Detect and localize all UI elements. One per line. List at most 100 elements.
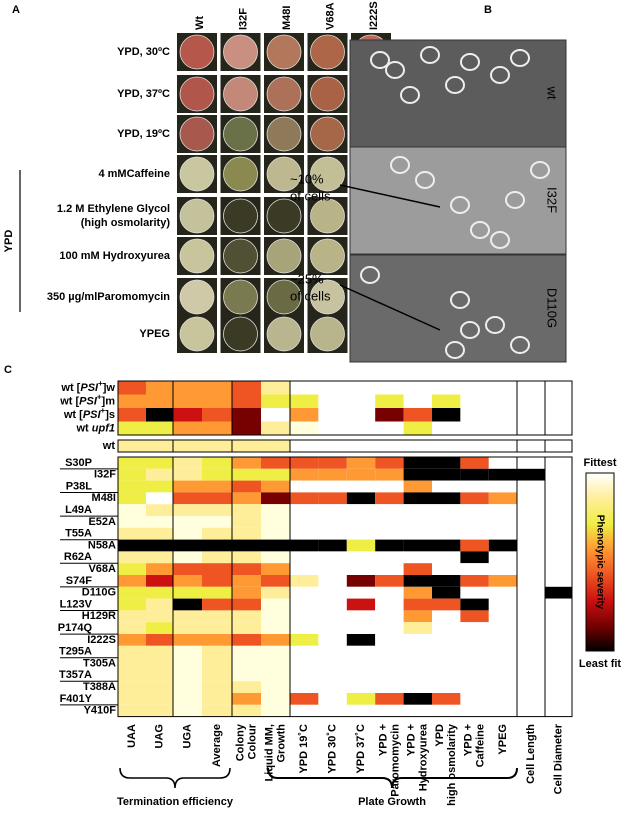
heat-cell (290, 634, 319, 646)
heat-cell (488, 468, 517, 481)
heat-cell (173, 527, 202, 540)
heat-cell (290, 657, 319, 670)
heat-cell (118, 575, 146, 587)
heat-cell (488, 634, 517, 646)
row-label: V68A (88, 563, 116, 575)
panel-letter: A (12, 4, 20, 16)
heat-cell (403, 504, 432, 516)
heat-cell (346, 539, 376, 552)
heat-cell (517, 468, 545, 481)
heat-cell (545, 634, 572, 646)
heat-cell (202, 480, 232, 493)
heat-cell (146, 492, 173, 505)
heat-cell (318, 657, 347, 670)
heat-cell (375, 704, 404, 717)
heat-cell (146, 457, 173, 469)
heat-cell (290, 681, 319, 693)
heat-cell (261, 394, 290, 408)
heat-cell (318, 563, 347, 575)
heat-cell (173, 394, 202, 408)
condition-label: YPD, 19ºC (117, 128, 170, 140)
label-part: PSI (83, 409, 102, 421)
heat-cell (375, 381, 404, 395)
heat-cell (403, 551, 432, 564)
heat-cell (146, 610, 173, 623)
heat-cell (517, 634, 545, 646)
heat-cell (460, 440, 489, 452)
heat-cell (232, 480, 261, 493)
heat-cell (261, 669, 290, 682)
heat-cell (432, 634, 461, 646)
heat-cell (545, 440, 572, 452)
heat-cell (290, 421, 319, 435)
heat-cell (261, 527, 290, 540)
cell (390, 156, 410, 174)
column-label: YPD + (406, 724, 418, 756)
heat-cell (173, 563, 202, 575)
column-label: YPEG (497, 724, 509, 755)
heat-cell (432, 539, 461, 552)
heat-cell (261, 539, 290, 552)
condition-label: 1.2 M Ethylene Glycol (57, 203, 170, 215)
pointer (339, 284, 441, 331)
column-label: Colour (246, 723, 258, 759)
heat-cell (173, 634, 202, 646)
heat-cell (517, 408, 545, 422)
heat-cell (545, 381, 572, 395)
heat-cell (432, 575, 461, 587)
label-part: + (101, 406, 106, 415)
heat-cell (202, 693, 232, 705)
cell (415, 171, 435, 189)
heat-cell (173, 457, 202, 469)
heat-cell (432, 468, 461, 481)
heat-cell (403, 457, 432, 469)
heat-cell (146, 504, 173, 516)
column-label: Average (211, 724, 223, 767)
heat-cell (403, 681, 432, 693)
heat-cell (173, 657, 202, 670)
heat-cell (146, 586, 173, 599)
heat-cell (173, 610, 202, 623)
heat-cell (290, 408, 319, 422)
cell (510, 49, 530, 67)
heat-cell (517, 598, 545, 611)
label-part: ]s (105, 409, 115, 421)
cell (460, 321, 480, 339)
cell (370, 51, 390, 69)
heat-cell (290, 527, 319, 540)
heat-cell (545, 468, 572, 481)
heat-cell (375, 516, 404, 528)
strain-header: I222S (368, 1, 380, 30)
row-label: F401Y (60, 693, 93, 705)
heat-cell (403, 527, 432, 540)
cell (450, 196, 470, 214)
strain-label: D110G (545, 288, 560, 328)
label-part: + (98, 379, 103, 388)
heat-cell (202, 610, 232, 623)
heat-cell (375, 681, 404, 693)
heat-cell (346, 504, 376, 516)
heat-cell (318, 598, 347, 611)
heat-cell (403, 622, 432, 634)
column-label: YPD + (377, 724, 389, 756)
heat-cell (517, 440, 545, 452)
group-label: YPD (3, 230, 15, 253)
row-label: wt (102, 440, 116, 452)
heat-cell (488, 381, 517, 395)
column-label: Liquid MM, (263, 724, 275, 781)
heat-cell (375, 693, 404, 705)
heat-cell (432, 492, 461, 505)
heat-cell (261, 681, 290, 693)
heat-cell (346, 634, 376, 646)
plate (310, 279, 345, 315)
heat-cell (118, 610, 146, 623)
heat-cell (232, 657, 261, 670)
heat-cell (202, 586, 232, 599)
heat-cell (460, 610, 489, 623)
heat-cell (232, 539, 261, 552)
heat-cell (432, 480, 461, 493)
heat-cell (173, 551, 202, 564)
heat-cell (118, 457, 146, 469)
heat-cell (488, 610, 517, 623)
